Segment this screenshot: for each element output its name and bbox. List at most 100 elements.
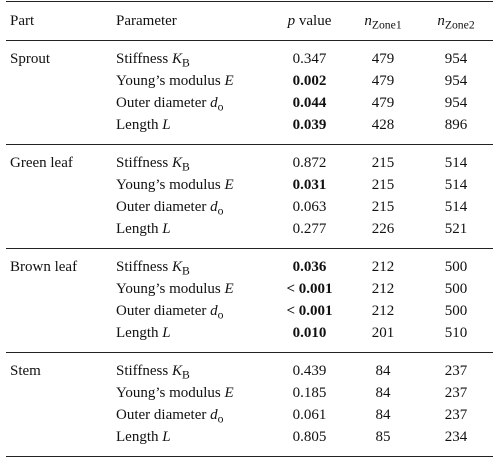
- parameter-symbol: E: [224, 73, 234, 89]
- table-row: Outer diameter do 0.063 215 514: [6, 196, 493, 218]
- parameter-label: Stiffness: [116, 51, 172, 67]
- parameter-label: Stiffness: [116, 155, 172, 171]
- n-zone1-cell: 215: [371, 155, 395, 171]
- n-zone1-cell: 479: [371, 95, 395, 111]
- header-p-symbol: p: [287, 13, 296, 29]
- header-n2-symbol: n: [437, 13, 445, 29]
- parameter-subscript: o: [217, 100, 224, 114]
- parameter-cell: Outer diameter do: [112, 404, 272, 426]
- table-row: Young’s modulus E 0.031 215 514: [6, 174, 493, 196]
- p-value-cell: 0.002: [292, 73, 327, 89]
- parameter-label: Stiffness: [116, 363, 172, 379]
- parameter-cell: Young’s modulus E: [112, 382, 272, 404]
- header-n-zone2: nZone2: [419, 1, 493, 41]
- parameter-symbol: E: [224, 385, 234, 401]
- p-value-cell: 0.872: [292, 155, 327, 171]
- parameter-symbol: E: [224, 177, 234, 193]
- table-row: Sprout Stiffness KB 0.347 479 954: [6, 40, 493, 145]
- p-value-cell: < 0.001: [286, 303, 333, 319]
- p-value-cell: 0.277: [272, 218, 347, 249]
- n-zone1-cell: 85: [347, 426, 419, 457]
- parameter-label: Outer diameter: [116, 303, 211, 319]
- n-zone2-cell: 510: [419, 322, 493, 353]
- p-value-cell: 0.031: [292, 177, 327, 193]
- n-zone2-cell: 514: [444, 177, 468, 193]
- parameter-label: Length: [116, 325, 163, 341]
- p-value-cell: 0.347: [292, 51, 327, 67]
- p-value-cell: 0.061: [292, 407, 327, 423]
- n-zone2-cell: 514: [444, 199, 468, 215]
- parameter-symbol: E: [224, 281, 234, 297]
- n-zone2-cell: 237: [444, 363, 468, 379]
- parameter-subscript: o: [217, 204, 224, 218]
- parameter-symbol: K: [171, 155, 182, 171]
- p-value-cell: 0.036: [292, 259, 327, 275]
- part-cell: Green leaf: [6, 144, 112, 249]
- n-zone1-cell: 84: [375, 407, 391, 423]
- parameter-symbol: d: [210, 95, 218, 111]
- n-zone1-cell: 428: [347, 114, 419, 145]
- parameter-label: Outer diameter: [116, 407, 211, 423]
- n-zone2-cell: 500: [444, 281, 468, 297]
- n-zone1-cell: 201: [347, 322, 419, 353]
- parameter-subscript: B: [182, 56, 190, 70]
- part-cell: Sprout: [6, 40, 112, 145]
- parameter-cell: Stiffness KB: [112, 353, 272, 383]
- parameter-label: Young’s modulus: [116, 177, 225, 193]
- parameter-subscript: B: [182, 368, 190, 382]
- parameter-symbol: K: [171, 363, 182, 379]
- results-table: Part Parameter p value nZone1 nZone2 Spr…: [6, 1, 493, 457]
- n-zone2-cell: 521: [419, 218, 493, 249]
- n-zone1-cell: 212: [371, 281, 395, 297]
- parameter-symbol: L: [162, 325, 171, 341]
- n-zone1-cell: 215: [371, 177, 395, 193]
- parameter-cell: Young’s modulus E: [112, 70, 272, 92]
- n-zone2-cell: 954: [444, 51, 468, 67]
- table-row: Length L 0.010 201 510: [6, 322, 493, 353]
- table-row: Outer diameter do 0.061 84 237: [6, 404, 493, 426]
- parameter-label: Length: [116, 221, 163, 237]
- header-p-value: p value: [272, 1, 347, 41]
- parameter-cell: Stiffness KB: [112, 41, 272, 71]
- p-value-cell: 0.039: [272, 114, 347, 145]
- parameter-symbol: K: [171, 51, 182, 67]
- table-row: Stem Stiffness KB 0.439 84 237: [6, 352, 493, 457]
- p-value-cell: 0.044: [292, 95, 327, 111]
- p-value-cell: 0.063: [292, 199, 327, 215]
- n-zone2-cell: 237: [444, 407, 468, 423]
- parameter-label: Young’s modulus: [116, 281, 225, 297]
- parameter-symbol: K: [171, 259, 182, 275]
- table-row: Green leaf Stiffness KB 0.872 215 514: [6, 144, 493, 249]
- parameter-cell: Length L: [112, 114, 272, 145]
- table-header-row: Part Parameter p value nZone1 nZone2: [6, 1, 493, 41]
- table-row: Length L 0.039 428 896: [6, 114, 493, 145]
- parameter-label: Outer diameter: [116, 199, 211, 215]
- parameter-cell: Stiffness KB: [112, 145, 272, 175]
- parameter-symbol: L: [162, 221, 171, 237]
- parameter-cell: Length L: [112, 322, 272, 353]
- parameter-label: Stiffness: [116, 259, 172, 275]
- table-body: Sprout Stiffness KB 0.347 479 954 Young’s mod…: [6, 40, 493, 457]
- n-zone1-cell: 479: [371, 51, 395, 67]
- parameter-subscript: B: [182, 160, 190, 174]
- parameter-subscript: o: [217, 412, 224, 426]
- table-row: Brown leaf Stiffness KB 0.036 212 500: [6, 248, 493, 353]
- header-n2-sub: Zone2: [444, 18, 475, 32]
- parameter-cell: Length L: [112, 426, 272, 457]
- header-part: Part: [6, 1, 112, 41]
- parameter-label: Length: [116, 117, 163, 133]
- part-cell: Brown leaf: [6, 248, 112, 353]
- table-row: Young’s modulus E < 0.001 212 500: [6, 278, 493, 300]
- p-value-cell: 0.185: [292, 385, 327, 401]
- n-zone1-cell: 212: [371, 259, 395, 275]
- header-parameter: Parameter: [112, 1, 272, 41]
- parameter-cell: Stiffness KB: [112, 249, 272, 279]
- n-zone2-cell: 234: [419, 426, 493, 457]
- part-cell: Stem: [6, 352, 112, 457]
- parameter-label: Young’s modulus: [116, 385, 225, 401]
- table-row: Length L 0.277 226 521: [6, 218, 493, 249]
- header-p-rest: value: [295, 13, 332, 29]
- table-row: Outer diameter do 0.044 479 954: [6, 92, 493, 114]
- parameter-cell: Young’s modulus E: [112, 278, 272, 300]
- parameter-cell: Outer diameter do: [112, 300, 272, 322]
